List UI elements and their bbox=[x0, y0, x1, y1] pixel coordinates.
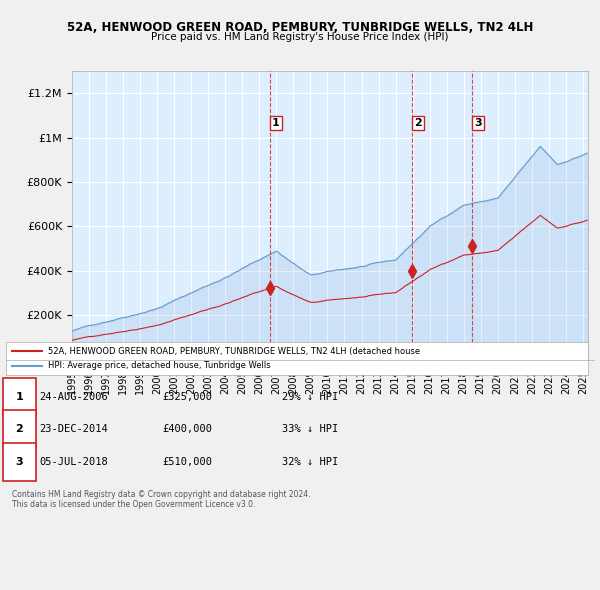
Text: 1: 1 bbox=[272, 118, 280, 128]
Text: 33% ↓ HPI: 33% ↓ HPI bbox=[282, 424, 338, 434]
Text: HPI: Average price, detached house, Tunbridge Wells: HPI: Average price, detached house, Tunb… bbox=[48, 361, 271, 370]
Text: Contains HM Land Registry data © Crown copyright and database right 2024.
This d: Contains HM Land Registry data © Crown c… bbox=[12, 490, 311, 509]
Text: £325,000: £325,000 bbox=[162, 392, 212, 402]
Text: £510,000: £510,000 bbox=[162, 457, 212, 467]
Text: 24-AUG-2006: 24-AUG-2006 bbox=[39, 392, 108, 402]
Text: 3: 3 bbox=[474, 118, 482, 128]
Text: 05-JUL-2018: 05-JUL-2018 bbox=[39, 457, 108, 467]
Text: 23-DEC-2014: 23-DEC-2014 bbox=[39, 424, 108, 434]
Text: 52A, HENWOOD GREEN ROAD, PEMBURY, TUNBRIDGE WELLS, TN2 4LH (detached house: 52A, HENWOOD GREEN ROAD, PEMBURY, TUNBRI… bbox=[48, 347, 420, 356]
Text: 2: 2 bbox=[414, 118, 422, 128]
Text: 2: 2 bbox=[16, 424, 23, 434]
Text: 32% ↓ HPI: 32% ↓ HPI bbox=[282, 457, 338, 467]
Text: 3: 3 bbox=[16, 457, 23, 467]
Text: Price paid vs. HM Land Registry's House Price Index (HPI): Price paid vs. HM Land Registry's House … bbox=[151, 32, 449, 42]
Text: 52A, HENWOOD GREEN ROAD, PEMBURY, TUNBRIDGE WELLS, TN2 4LH: 52A, HENWOOD GREEN ROAD, PEMBURY, TUNBRI… bbox=[67, 21, 533, 34]
Text: 29% ↓ HPI: 29% ↓ HPI bbox=[282, 392, 338, 402]
Text: £400,000: £400,000 bbox=[162, 424, 212, 434]
Text: 1: 1 bbox=[16, 392, 23, 402]
